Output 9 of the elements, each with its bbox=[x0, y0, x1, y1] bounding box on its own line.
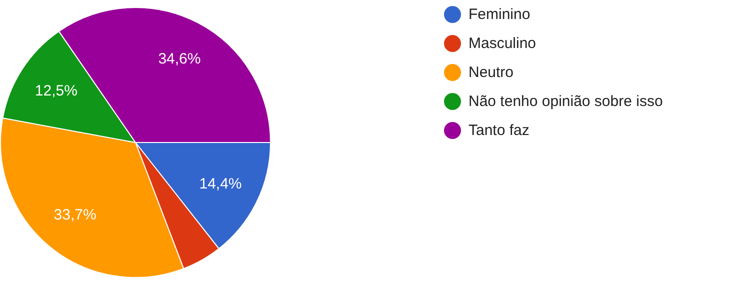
legend-label: Feminino bbox=[468, 6, 530, 23]
data-label: 34,6% bbox=[158, 50, 201, 68]
data-label: 33,7% bbox=[54, 206, 96, 224]
legend-label: Tanto faz bbox=[468, 122, 530, 139]
data-label: 12,5% bbox=[34, 82, 78, 100]
legend-label: Não tenho opinião sobre isso bbox=[468, 93, 663, 110]
legend-label: Masculino bbox=[468, 35, 536, 52]
legend-label: Neutro bbox=[468, 64, 514, 81]
data-label: 14,4% bbox=[199, 175, 242, 192]
